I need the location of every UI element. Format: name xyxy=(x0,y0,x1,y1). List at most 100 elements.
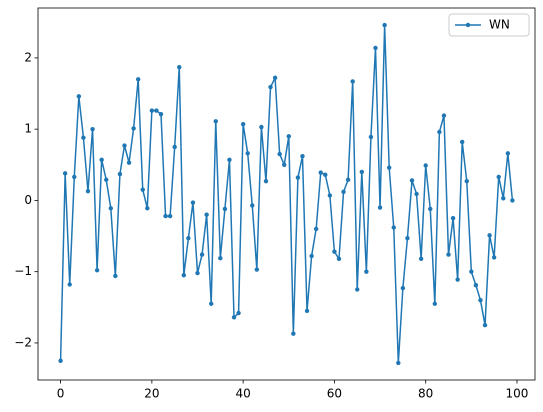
data-point xyxy=(76,94,82,99)
data-point xyxy=(190,200,196,205)
data-point xyxy=(140,187,145,192)
data-point xyxy=(208,301,214,306)
data-point xyxy=(405,235,410,241)
data-point xyxy=(218,255,223,261)
data-point xyxy=(99,157,104,162)
data-point xyxy=(496,174,501,180)
data-point xyxy=(104,177,109,182)
data-line xyxy=(59,25,514,363)
data-point xyxy=(377,205,383,210)
data-point xyxy=(250,203,255,208)
data-point xyxy=(418,256,424,262)
data-point xyxy=(277,151,282,157)
data-point xyxy=(117,171,123,177)
data-point xyxy=(332,249,337,254)
data-point xyxy=(90,126,95,132)
y-tick-label: 2 xyxy=(24,50,32,64)
data-point xyxy=(505,151,511,156)
data-point xyxy=(478,297,483,303)
data-point xyxy=(108,206,113,211)
data-point xyxy=(469,269,474,274)
y-tick-label: −2 xyxy=(14,335,32,349)
plot-frame xyxy=(37,7,536,381)
data-point xyxy=(145,206,150,211)
data-point xyxy=(355,287,360,292)
data-point xyxy=(391,225,396,230)
data-point xyxy=(309,253,314,259)
data-point xyxy=(350,79,355,84)
data-point xyxy=(282,162,287,167)
x-tick-label: 40 xyxy=(236,387,251,401)
data-point xyxy=(181,273,187,278)
data-point xyxy=(240,121,246,127)
data-point xyxy=(58,358,63,363)
data-point xyxy=(67,282,72,287)
data-point xyxy=(501,196,506,201)
data-point xyxy=(432,301,438,306)
data-point xyxy=(313,226,319,232)
x-tick-label: 60 xyxy=(327,387,342,401)
data-point xyxy=(186,235,191,241)
data-point xyxy=(400,285,406,291)
data-point xyxy=(268,84,273,90)
data-point xyxy=(414,191,419,197)
data-point xyxy=(236,310,241,316)
data-point xyxy=(446,252,451,257)
x-tick-label: 20 xyxy=(144,387,159,401)
data-point xyxy=(409,178,415,183)
data-point xyxy=(386,165,392,170)
data-point xyxy=(259,124,264,130)
data-point xyxy=(222,206,228,212)
data-point xyxy=(177,64,182,70)
data-point xyxy=(85,188,91,194)
data-point xyxy=(94,268,100,273)
x-tick-label: 100 xyxy=(506,387,529,401)
data-point xyxy=(113,273,118,279)
data-point xyxy=(195,270,200,276)
data-point xyxy=(135,77,141,82)
data-point xyxy=(482,322,488,328)
data-point xyxy=(510,198,515,203)
data-point xyxy=(172,144,177,150)
data-point xyxy=(455,277,460,282)
legend-label: WN xyxy=(489,18,510,32)
data-point xyxy=(291,331,296,336)
data-point xyxy=(437,129,442,135)
data-point xyxy=(163,213,168,219)
data-point xyxy=(149,108,155,113)
data-point xyxy=(341,189,346,195)
data-point xyxy=(227,157,232,162)
data-point xyxy=(450,216,456,221)
data-point xyxy=(441,113,447,118)
data-point xyxy=(464,178,469,184)
y-tick-label: 1 xyxy=(24,122,32,136)
data-point xyxy=(167,213,173,219)
data-point xyxy=(81,135,86,140)
data-point xyxy=(396,360,401,366)
legend-marker xyxy=(465,22,471,28)
data-point xyxy=(231,315,237,320)
data-point xyxy=(72,174,77,180)
data-point xyxy=(373,45,378,51)
data-point xyxy=(300,154,305,159)
data-point xyxy=(318,170,323,175)
data-point xyxy=(359,169,365,175)
data-point xyxy=(491,255,497,260)
data-point xyxy=(154,108,159,113)
data-point xyxy=(364,269,369,274)
data-point xyxy=(327,193,333,198)
data-point xyxy=(423,163,428,168)
data-point xyxy=(336,256,342,262)
data-point xyxy=(131,126,136,131)
data-point xyxy=(368,134,374,140)
data-point xyxy=(286,134,291,139)
x-tick-label: 0 xyxy=(57,387,65,401)
data-point xyxy=(126,160,132,165)
data-point xyxy=(473,283,479,288)
data-point xyxy=(158,111,164,117)
data-point xyxy=(213,119,218,124)
legend-box xyxy=(448,13,530,37)
data-point xyxy=(254,267,260,272)
data-point xyxy=(272,75,278,81)
